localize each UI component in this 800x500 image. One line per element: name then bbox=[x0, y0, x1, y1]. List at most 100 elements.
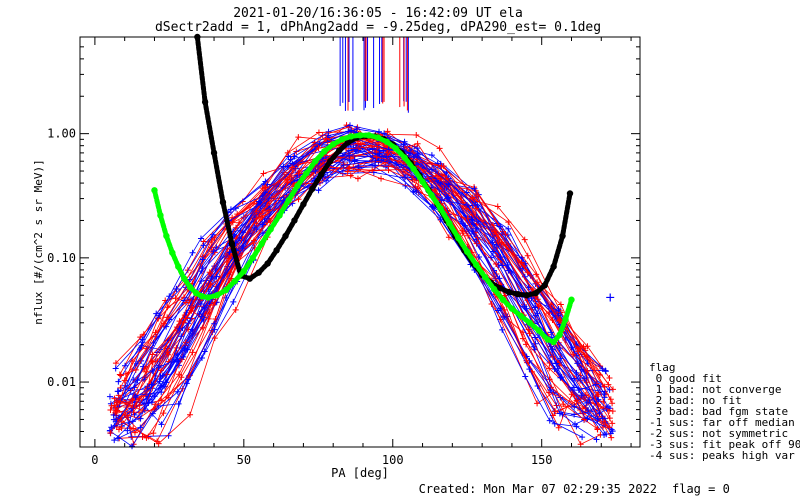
fit-point bbox=[344, 139, 352, 146]
spectrum-marker bbox=[574, 360, 581, 367]
spectrum-marker bbox=[163, 379, 170, 386]
spectrum-marker bbox=[348, 127, 355, 134]
spectrum-marker bbox=[285, 153, 292, 160]
legend-entry: 3 bad: bad fgm state bbox=[649, 405, 788, 418]
spectrum-marker bbox=[211, 335, 218, 342]
legend-entry: -3 sus: fit peak off 90 bbox=[649, 438, 800, 451]
spectrum-marker bbox=[284, 149, 291, 156]
fit-point bbox=[213, 292, 221, 299]
spectrum-marker bbox=[384, 128, 391, 135]
spectrum-marker bbox=[519, 335, 526, 342]
spectrum-marker bbox=[312, 168, 319, 175]
spectrum-marker bbox=[344, 168, 351, 175]
fit-point bbox=[356, 132, 364, 139]
spectrum-marker bbox=[494, 307, 501, 314]
fit-point bbox=[541, 282, 548, 289]
spectrum-marker bbox=[137, 424, 144, 431]
spectrum-marker bbox=[114, 388, 121, 395]
spectrum-marker bbox=[436, 176, 443, 183]
spectrum-marker bbox=[160, 410, 167, 417]
fit-point bbox=[258, 240, 265, 247]
spectrum-marker bbox=[488, 300, 495, 307]
y-axis-label: nflux [#/(cm^2 s sr MeV)] bbox=[32, 159, 45, 325]
spectrum-marker bbox=[376, 150, 383, 157]
spectrum-marker bbox=[428, 166, 435, 173]
x-axis-label: PA [deg] bbox=[331, 466, 389, 480]
spectrum-marker bbox=[139, 433, 146, 440]
spectrum-marker bbox=[555, 306, 562, 313]
spectrum-marker bbox=[414, 145, 421, 152]
spectrum-marker bbox=[198, 355, 205, 362]
spectrum-marker bbox=[491, 228, 498, 235]
spectrum-marker bbox=[469, 195, 476, 202]
spectrum-marker bbox=[156, 378, 163, 385]
spectrum-marker bbox=[505, 219, 512, 226]
spectrum-marker bbox=[149, 351, 156, 358]
fit-point bbox=[222, 286, 230, 294]
spectrum-marker bbox=[546, 310, 553, 317]
fit-point bbox=[523, 292, 531, 299]
spectrum-marker bbox=[176, 325, 183, 332]
spectrum-marker bbox=[593, 380, 600, 387]
spectrum-marker bbox=[580, 343, 587, 350]
spectrum-marker bbox=[593, 436, 600, 443]
spectrum-marker bbox=[548, 329, 555, 336]
fit-point bbox=[505, 288, 513, 296]
flag-value: flag = 0 bbox=[672, 482, 730, 496]
spectrum-marker bbox=[107, 429, 114, 436]
spectrum-marker bbox=[211, 320, 218, 327]
spectrum-marker bbox=[471, 185, 478, 192]
created-timestamp: Created: Mon Mar 07 02:29:35 2022 bbox=[419, 482, 657, 496]
spectrum-marker bbox=[601, 394, 608, 401]
spectrum-marker bbox=[526, 366, 533, 373]
spectrum-marker bbox=[469, 228, 476, 235]
fit-point bbox=[335, 147, 343, 154]
spectrum-marker bbox=[524, 252, 531, 259]
fit-point bbox=[517, 312, 525, 320]
fit-point bbox=[374, 134, 382, 141]
spectrum-marker bbox=[524, 269, 531, 276]
plot-frame bbox=[79, 36, 641, 448]
spectrum-marker bbox=[111, 437, 118, 444]
fit-point bbox=[246, 275, 253, 282]
spectrum-marker bbox=[490, 248, 497, 255]
fit-point bbox=[255, 269, 262, 276]
spectrum-marker bbox=[106, 393, 113, 400]
spectrum-marker bbox=[574, 348, 581, 355]
spectrum-marker bbox=[112, 360, 119, 367]
fit-point bbox=[446, 220, 453, 227]
spectrum-marker bbox=[116, 371, 123, 378]
spectrum-marker bbox=[226, 249, 233, 256]
spectrum-marker bbox=[376, 153, 383, 160]
fit-point bbox=[514, 290, 522, 298]
spectrum-marker bbox=[571, 403, 578, 410]
spectrum-marker bbox=[129, 443, 136, 450]
spectrum-marker bbox=[131, 429, 138, 436]
spectrum-marker bbox=[581, 416, 588, 423]
spectrum-marker bbox=[492, 260, 499, 267]
spectrum-marker bbox=[499, 326, 506, 333]
spectrum-marker bbox=[602, 368, 609, 375]
spectrum-marker bbox=[139, 336, 146, 343]
fit-point bbox=[472, 261, 480, 268]
spectrum-marker bbox=[468, 216, 475, 223]
fit-point bbox=[291, 217, 298, 224]
spectrum-marker bbox=[577, 441, 584, 448]
spectrum-marker bbox=[557, 301, 564, 308]
spectrum-marker bbox=[227, 206, 234, 213]
fit-point bbox=[321, 148, 328, 155]
spectrum-marker bbox=[534, 310, 541, 317]
spectrum-marker bbox=[295, 196, 302, 203]
fit-point bbox=[556, 331, 563, 339]
fit-point bbox=[392, 145, 399, 152]
spectrum-marker bbox=[459, 230, 466, 237]
spectrum-marker bbox=[474, 202, 481, 209]
fit-point bbox=[249, 254, 256, 262]
spectrum-marker bbox=[211, 326, 218, 333]
fit-point bbox=[276, 212, 283, 219]
spectrum-marker bbox=[584, 415, 591, 422]
spectrum-marker bbox=[429, 204, 436, 211]
fit-point bbox=[312, 158, 319, 165]
fit-point bbox=[169, 249, 176, 256]
